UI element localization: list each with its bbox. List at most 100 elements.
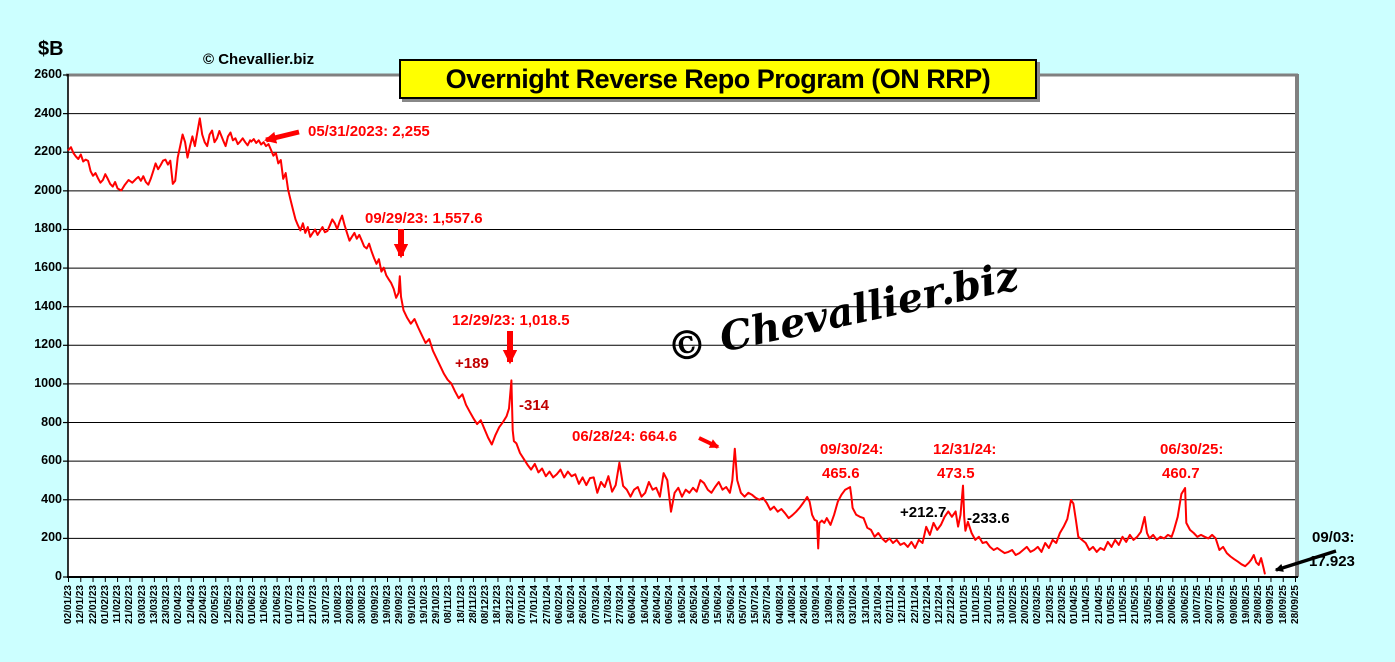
x-axis-tick-label: 29/09/23 [394, 585, 406, 624]
x-axis-tick-label: 26/04/24 [651, 585, 663, 624]
y-axis-tick-label: 2400 [34, 105, 62, 120]
x-axis-tick-label: 31/01/25 [995, 585, 1007, 624]
x-axis-tick-label: 28/09/25 [1290, 585, 1301, 624]
x-axis-tick-label: 04/08/24 [774, 585, 786, 624]
annotation-2023-12-29: 12/29/23: 1,018.5 [452, 312, 570, 329]
x-axis-tick-label: 01/04/25 [1069, 585, 1081, 624]
x-axis-tick-label: 16/02/24 [566, 585, 578, 624]
x-axis-tick-label: 21/04/25 [1093, 585, 1105, 624]
annotation-delta-plus-212: +212.7 [900, 504, 947, 521]
x-axis-tick-label: 27/01/24 [541, 585, 553, 624]
x-axis-tick-label: 31/05/25 [1142, 585, 1154, 624]
y-axis-tick-label: 0 [55, 569, 62, 583]
y-axis-tick-label: 1400 [34, 298, 62, 313]
y-axis-tick-label: 1200 [34, 337, 62, 352]
x-axis-tick-label: 02/01/23 [63, 585, 74, 624]
annotation-final-value: 17.923 [1309, 553, 1355, 570]
y-axis-tick-label: 1000 [34, 375, 62, 390]
x-axis-tick-label: 11/02/23 [112, 585, 124, 624]
annotation-2023-09-29: 09/29/23: 1,557.6 [365, 210, 483, 227]
x-axis-tick-label: 12/04/23 [185, 585, 197, 624]
x-axis-tick-label: 14/08/24 [786, 585, 798, 624]
x-axis-tick-label: 29/10/23 [431, 585, 443, 624]
x-axis-tick-label: 30/07/25 [1216, 585, 1228, 624]
x-axis-tick-label: 06/04/24 [627, 585, 639, 624]
x-axis-tick-label: 23/10/24 [872, 585, 884, 624]
x-axis-tick-label: 18/12/23 [492, 585, 504, 624]
x-axis-tick-label: 02/04/23 [173, 585, 185, 624]
annotation-delta-plus-189: +189 [455, 355, 489, 372]
x-axis-tick-label: 01/02/23 [99, 585, 111, 624]
x-axis-tick-label: 19/09/23 [382, 585, 394, 624]
x-axis-tick-label: 17/01/24 [529, 585, 541, 624]
x-axis-tick-label: 16/05/24 [676, 585, 688, 624]
x-axis-tick-label: 26/02/24 [578, 585, 590, 624]
y-axis-unit-label: $B [38, 38, 64, 60]
x-axis-tick-label: 13/09/24 [823, 585, 835, 624]
x-axis-tick-label: 22/12/24 [946, 585, 958, 624]
y-axis-tick-label: 600 [41, 453, 62, 468]
x-axis-tick-label: 09/08/25 [1228, 585, 1240, 624]
x-axis-tick-label: 20/02/25 [1020, 585, 1032, 624]
annotation-2025-06-30-date: 06/30/25: [1160, 441, 1224, 458]
x-axis-tick-label: 22/04/23 [197, 585, 209, 624]
x-axis-tick-label: 02/05/23 [210, 585, 222, 624]
x-axis-tick-label: 25/06/24 [725, 585, 737, 624]
y-axis-tick-label: 2600 [34, 67, 62, 81]
x-axis-tick-label: 28/12/23 [504, 585, 516, 624]
x-axis-tick-label: 09/10/23 [406, 585, 418, 624]
x-axis-tick-label: 12/12/24 [934, 585, 946, 624]
x-axis-tick-label: 05/06/24 [701, 585, 713, 624]
x-axis-tick-label: 01/07/23 [283, 585, 295, 624]
x-axis-tick-label: 09/09/23 [369, 585, 381, 624]
x-axis-tick-label: 22/05/23 [234, 585, 246, 624]
x-axis-tick-label: 10/06/25 [1155, 585, 1167, 624]
annotation-2025-06-30-value: 460.7 [1162, 465, 1200, 482]
x-axis-tick-label: 12/05/23 [222, 585, 234, 624]
chart-title: Overnight Reverse Repo Program (ON RRP) [399, 59, 1037, 99]
x-axis-tick-label: 21/01/25 [983, 585, 995, 624]
y-axis-tick-label: 400 [41, 491, 62, 506]
arrow-2023-05-31 [264, 129, 300, 144]
copyright-label: © Chevallier.biz [203, 51, 315, 68]
x-axis-tick-label: 08/11/23 [443, 585, 455, 624]
annotation-2024-06-28: 06/28/24: 664.6 [572, 428, 678, 445]
x-axis-tick-label: 30/08/23 [357, 585, 369, 624]
plot-background [68, 75, 1297, 577]
x-axis-tick-label: 07/01/24 [516, 585, 528, 624]
x-axis-tick-label: 11/01/25 [970, 585, 982, 624]
x-axis-tick-label: 27/03/24 [615, 585, 627, 624]
x-axis-tick-label: 18/11/23 [455, 585, 467, 624]
x-axis-tick-label: 16/04/24 [639, 585, 651, 624]
x-axis-tick-label: 08/09/25 [1265, 585, 1277, 624]
x-axis-tick-label: 22/11/24 [909, 585, 921, 624]
x-axis-tick-label: 13/10/24 [860, 585, 872, 624]
x-axis-tick-label: 23/03/23 [161, 585, 173, 624]
y-axis-tick-label: 200 [41, 530, 62, 545]
x-axis-tick-label: 07/03/24 [590, 585, 602, 624]
annotation-2024-09-30-value: 465.6 [822, 465, 860, 482]
x-axis-tick-label: 11/04/25 [1081, 585, 1093, 624]
annotation-2024-12-31-value: 473.5 [937, 465, 975, 482]
x-axis-tick-label: 05/07/24 [737, 585, 749, 624]
annotation-final-date: 09/03: [1312, 529, 1355, 546]
x-axis-tick-label: 31/07/23 [320, 585, 332, 624]
x-axis-tick-label: 18/09/25 [1277, 585, 1289, 624]
x-axis-tick-label: 12/01/23 [75, 585, 87, 624]
x-axis-tick-label: 10/02/25 [1007, 585, 1019, 624]
x-axis-tick-label: 08/12/23 [480, 585, 492, 624]
x-axis-tick-label: 20/07/25 [1204, 585, 1216, 624]
arrow-final [1274, 549, 1337, 572]
x-axis-tick-label: 02/11/24 [885, 585, 897, 624]
x-axis-tick-label: 21/06/23 [271, 585, 283, 624]
x-axis-tick-label: 11/06/23 [259, 585, 271, 624]
x-axis-tick-label: 10/07/25 [1191, 585, 1203, 624]
x-axis-tick-label: 19/10/23 [418, 585, 430, 624]
annotation-2023-05-31: 05/31/2023: 2,255 [308, 123, 430, 140]
y-axis-tick-label: 1800 [34, 221, 62, 236]
x-axis-tick-label: 11/05/25 [1118, 585, 1130, 624]
x-axis-tick-label: 10/08/23 [332, 585, 344, 624]
x-axis-tick-label: 11/07/23 [296, 585, 308, 624]
